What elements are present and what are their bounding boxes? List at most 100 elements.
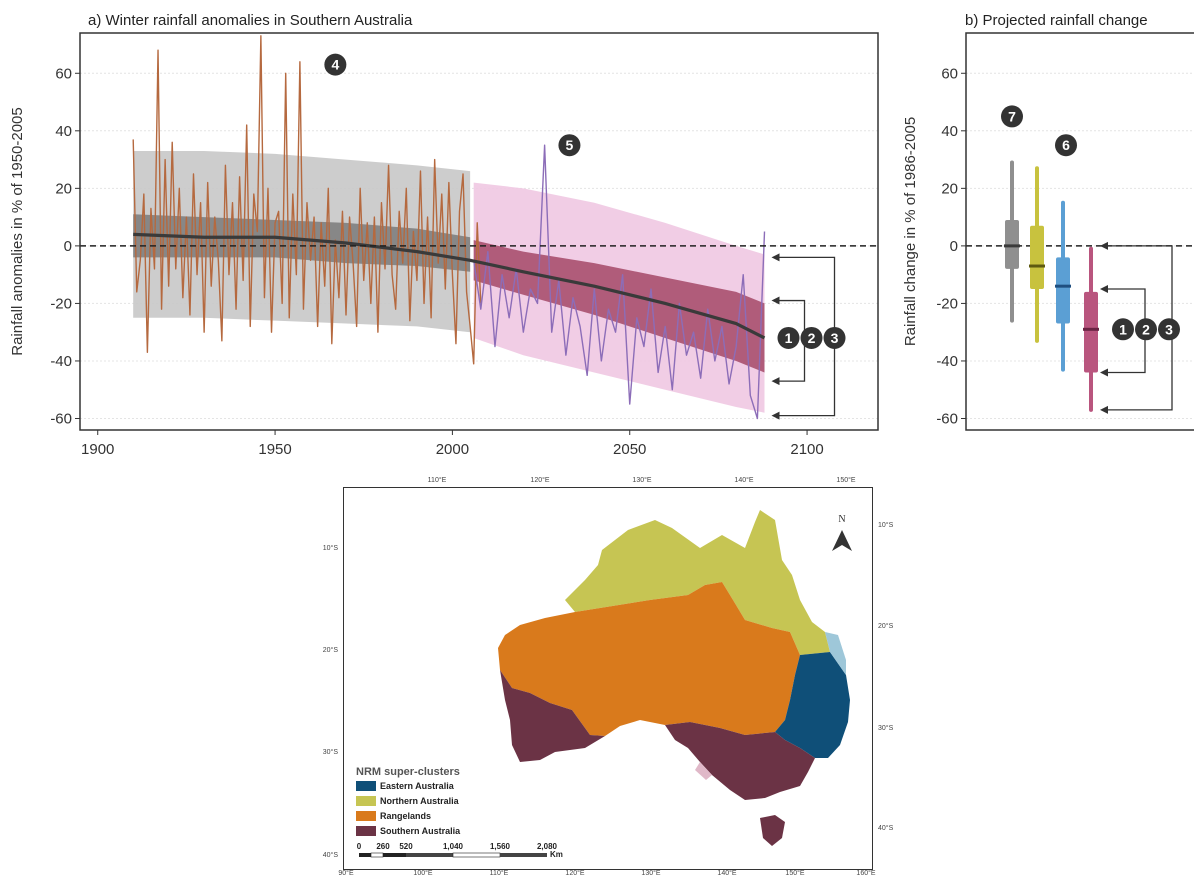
end-label-badge-b-label: 3	[1165, 321, 1173, 337]
y-axis-label-b: Rainfall change in % of 1986-2005	[902, 117, 919, 346]
series-line	[132, 35, 482, 365]
x-tick-label: 1950	[258, 441, 291, 458]
end-label-badge-b-label: 1	[1119, 321, 1127, 337]
end-label-badge-label: 1	[785, 330, 793, 346]
north-arrow-icon	[832, 530, 852, 551]
annotation-badge-circle	[558, 134, 581, 157]
map-top-ticks: 110°E 120°E 130°E 140°E 150°E	[428, 476, 856, 484]
y-tick-label-b: 0	[950, 238, 958, 255]
x-tick-label: 1900	[81, 441, 114, 458]
scale-segment	[383, 853, 406, 857]
end-label-badge-label: 2	[808, 330, 816, 346]
y-tick-label: 0	[64, 238, 72, 255]
bracket-arrow	[771, 411, 780, 420]
map-top-tick: 130°E	[632, 476, 651, 484]
end-label-badge-b-label: 2	[1142, 321, 1150, 337]
map-right-tick: 30°S	[878, 724, 894, 732]
annotation-badge-b-label: 6	[1062, 137, 1070, 153]
y-tick-label-b: -60	[936, 410, 958, 427]
map-top-tick: 140°E	[734, 476, 753, 484]
map-region-light-fringe-1	[695, 762, 712, 780]
map-bottom-tick: 140°E	[717, 869, 736, 877]
scale-unit: Km	[550, 850, 563, 859]
map-bottom-tick: 90°E	[338, 869, 354, 877]
map-bottom-tick: 100°E	[413, 869, 432, 877]
legend-item-rangelands: Rangelands	[380, 811, 431, 821]
map-left-ticks: 10°S 20°S 30°S 40°S	[323, 544, 339, 859]
bracket-arrow	[771, 377, 780, 386]
bracket-arrow-b	[1100, 368, 1108, 377]
map-region-eastern-australia	[775, 652, 850, 758]
end-label-badge-circle	[823, 326, 846, 349]
legend-item-northern: Northern Australia	[380, 796, 460, 806]
map-top-tick: 110°E	[428, 476, 447, 484]
map-right-ticks: 10°S 20°S 30°S 40°S	[878, 521, 894, 832]
y-tick-label-b: 20	[941, 180, 958, 197]
map-bottom-ticks: 90°E 100°E 110°E 120°E 130°E 140°E 150°E…	[338, 869, 876, 877]
map-right-tick: 20°S	[878, 622, 894, 630]
map-scale-bar: 0 260 520 1,040 1,560 2,080 Km	[357, 842, 563, 859]
map-top-tick: 150°E	[836, 476, 855, 484]
bracket-arrow	[771, 253, 780, 262]
end-label-badge-b-circle	[1112, 318, 1134, 341]
end-label-badge-circle	[777, 326, 800, 349]
map-bottom-tick: 120°E	[565, 869, 584, 877]
annotation-badge-label: 4	[331, 57, 339, 73]
y-tick-label: -40	[50, 353, 72, 370]
panel-a-title: a) Winter rainfall anomalies in Southern…	[88, 12, 413, 29]
box-body	[1030, 225, 1044, 290]
y-tick-label: 60	[55, 65, 72, 82]
scale-label: 520	[399, 842, 413, 851]
y-tick-label-b: 60	[941, 65, 958, 82]
y-tick-label: 40	[55, 123, 72, 140]
map-region-light-fringe-2	[825, 632, 846, 675]
y-tick-label-b: 40	[941, 123, 958, 140]
y-axis-label: Rainfall anomalies in % of 1950-2005	[9, 107, 26, 356]
legend-swatch-eastern	[356, 781, 376, 791]
scale-label: 1,040	[443, 842, 464, 851]
y-tick-label: -20	[50, 295, 72, 312]
map-bottom-tick: 110°E	[490, 869, 509, 877]
scale-segment	[500, 853, 547, 857]
end-label-badge-circle	[800, 326, 823, 349]
y-tick-label: -60	[50, 410, 72, 427]
bracket-arrow-b	[1100, 405, 1108, 414]
bracket-arrow	[771, 296, 780, 305]
x-tick-label: 2000	[436, 441, 469, 458]
scale-label: 2,080	[537, 842, 558, 851]
box-body	[1056, 257, 1070, 324]
map-region-southern-australia-west	[500, 670, 605, 762]
map-left-tick: 20°S	[323, 646, 339, 654]
panel-b-title: b) Projected rainfall change	[965, 12, 1148, 29]
scale-label: 0	[357, 842, 362, 851]
legend-swatch-northern	[356, 796, 376, 806]
map-bottom-tick: 130°E	[641, 869, 660, 877]
bracket-arrow-b	[1100, 241, 1108, 250]
end-label-badge-b-circle	[1158, 318, 1180, 341]
map-bottom-tick: 160°E	[856, 869, 875, 877]
legend-item-eastern: Eastern Australia	[380, 781, 455, 791]
legend-swatch-rangelands	[356, 811, 376, 821]
map-left-tick: 30°S	[323, 748, 339, 756]
scale-label: 260	[376, 842, 390, 851]
annotation-badge-b-circle	[1001, 105, 1023, 128]
scale-segment	[406, 853, 453, 857]
map-region-southern-australia-east	[665, 722, 815, 800]
map-top-tick: 120°E	[530, 476, 549, 484]
end-label-badge-b-circle	[1135, 318, 1157, 341]
map-region-tasmania	[760, 815, 785, 846]
map-bottom-tick: 150°E	[785, 869, 804, 877]
map-right-tick: 10°S	[878, 521, 894, 529]
y-tick-label-b: -20	[936, 295, 958, 312]
end-label-badge-label: 3	[831, 330, 839, 346]
scale-segment	[370, 852, 384, 858]
map-region-rangelands	[498, 582, 800, 736]
map-left-tick: 40°S	[323, 851, 339, 859]
plot-frame	[79, 32, 879, 431]
annotation-badge-b-label: 7	[1008, 108, 1016, 124]
scale-segment	[359, 853, 371, 857]
series-line	[133, 232, 766, 340]
scale-label: 1,560	[490, 842, 511, 851]
